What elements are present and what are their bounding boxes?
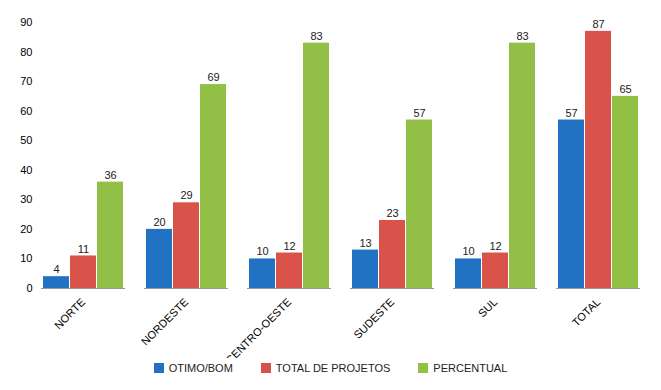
svg-text:60: 60 <box>20 105 32 117</box>
svg-text:NORDESTE: NORDESTE <box>139 296 191 348</box>
svg-text:50: 50 <box>20 134 32 146</box>
svg-text:SUL: SUL <box>476 296 500 320</box>
svg-text:10: 10 <box>20 252 32 264</box>
html-text:OTIMO/BOM: OTIMO/BOM <box>168 362 233 374</box>
svg-text:10: 10 <box>462 245 474 257</box>
svg-text:36: 36 <box>104 169 116 181</box>
svg-text:12: 12 <box>283 240 295 252</box>
svg-text:83: 83 <box>310 30 322 42</box>
svg-text:12: 12 <box>489 240 501 252</box>
svg-text:10: 10 <box>256 245 268 257</box>
html-text:TOTAL DE PROJETOS: TOTAL DE PROJETOS <box>275 362 391 374</box>
svg-text:0: 0 <box>26 282 32 294</box>
svg-text:90: 90 <box>20 16 32 28</box>
svg-text:30: 30 <box>20 193 32 205</box>
svg-text:87: 87 <box>592 18 604 30</box>
svg-text:CENTRO-OESTE: CENTRO-OESTE <box>223 296 293 358</box>
svg-text:65: 65 <box>619 83 631 95</box>
svg-text:SUDESTE: SUDESTE <box>351 296 396 341</box>
svg-text:83: 83 <box>516 30 528 42</box>
svg-text:13: 13 <box>359 237 371 249</box>
svg-text:69: 69 <box>207 71 219 83</box>
svg-text:23: 23 <box>386 207 398 219</box>
svg-text:29: 29 <box>180 189 192 201</box>
svg-text:80: 80 <box>20 46 32 58</box>
svg-text:57: 57 <box>413 107 425 119</box>
html-text:PERCENTUAL: PERCENTUAL <box>433 362 508 374</box>
svg-text:70: 70 <box>20 75 32 87</box>
svg-text:40: 40 <box>20 164 32 176</box>
svg-text:11: 11 <box>78 243 89 255</box>
svg-text:NORTE: NORTE <box>52 296 88 332</box>
svg-text:4: 4 <box>53 263 59 275</box>
svg-text:20: 20 <box>153 216 165 228</box>
svg-text:57: 57 <box>565 107 577 119</box>
svg-text:TOTAL: TOTAL <box>570 296 603 329</box>
svg-text:20: 20 <box>20 223 32 235</box>
